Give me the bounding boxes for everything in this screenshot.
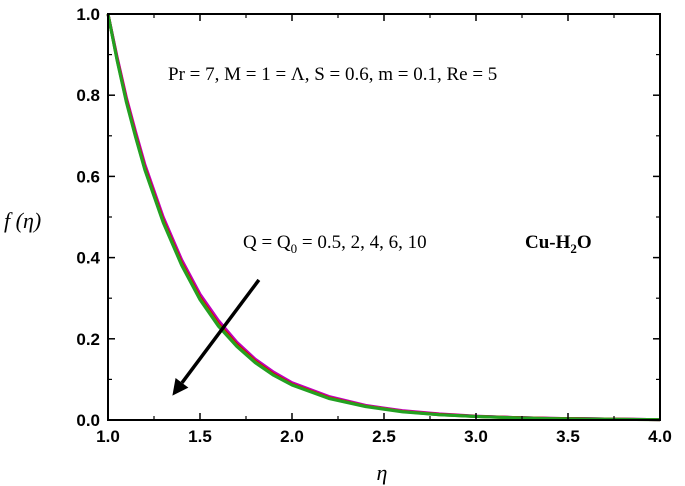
series-line-5 [106, 13, 661, 422]
q-label: Q = Q [243, 232, 291, 253]
y-tick-label: 0.0 [76, 411, 100, 430]
q-subscript: 0 [291, 241, 298, 256]
y-tick-label: 0.4 [76, 249, 100, 268]
q-annotation: Q = Q0 = 0.5, 2, 4, 6, 10 [243, 232, 427, 256]
direction-arrow [172, 278, 261, 396]
x-tick-label: 4.0 [648, 427, 672, 446]
params-annotation: Pr = 7, M = 1 = Λ, S = 0.6, m = 0.1, Re … [168, 64, 497, 85]
x-tick-label: 3.0 [464, 427, 488, 446]
nanofluid-end: O [577, 232, 592, 253]
nanofluid-subscript: 2 [570, 241, 577, 256]
arrow-shaft [180, 278, 261, 384]
y-tick-label: 0.2 [76, 330, 100, 349]
nanofluid-label: Cu-H [525, 232, 571, 253]
annotations: Pr = 7, M = 1 = Λ, S = 0.6, m = 0.1, Re … [168, 64, 592, 256]
y-axis-title: f (η) [4, 208, 41, 233]
x-tick-label: 1.0 [96, 427, 120, 446]
x-axis-title: η [377, 460, 388, 485]
x-tick-label: 2.5 [372, 427, 396, 446]
ticks-layer: 1.0 1.5 2.0 2.5 3.0 3.5 4.0 0.0 0.2 0.4 0.6 0.8 1.0 [76, 5, 671, 446]
arrow-head [172, 378, 189, 396]
x-tick-label: 1.5 [188, 427, 212, 446]
y-tick-label: 1.0 [76, 5, 100, 24]
nanofluid-annotation: Cu-H2O [525, 232, 592, 256]
x-tick-label: 3.5 [556, 427, 580, 446]
q-values: = 0.5, 2, 4, 6, 10 [297, 232, 426, 253]
y-tick-label: 0.6 [76, 167, 100, 186]
x-tick-label: 2.0 [280, 427, 304, 446]
series-layer [106, 13, 661, 422]
y-tick-label: 0.8 [76, 86, 100, 105]
